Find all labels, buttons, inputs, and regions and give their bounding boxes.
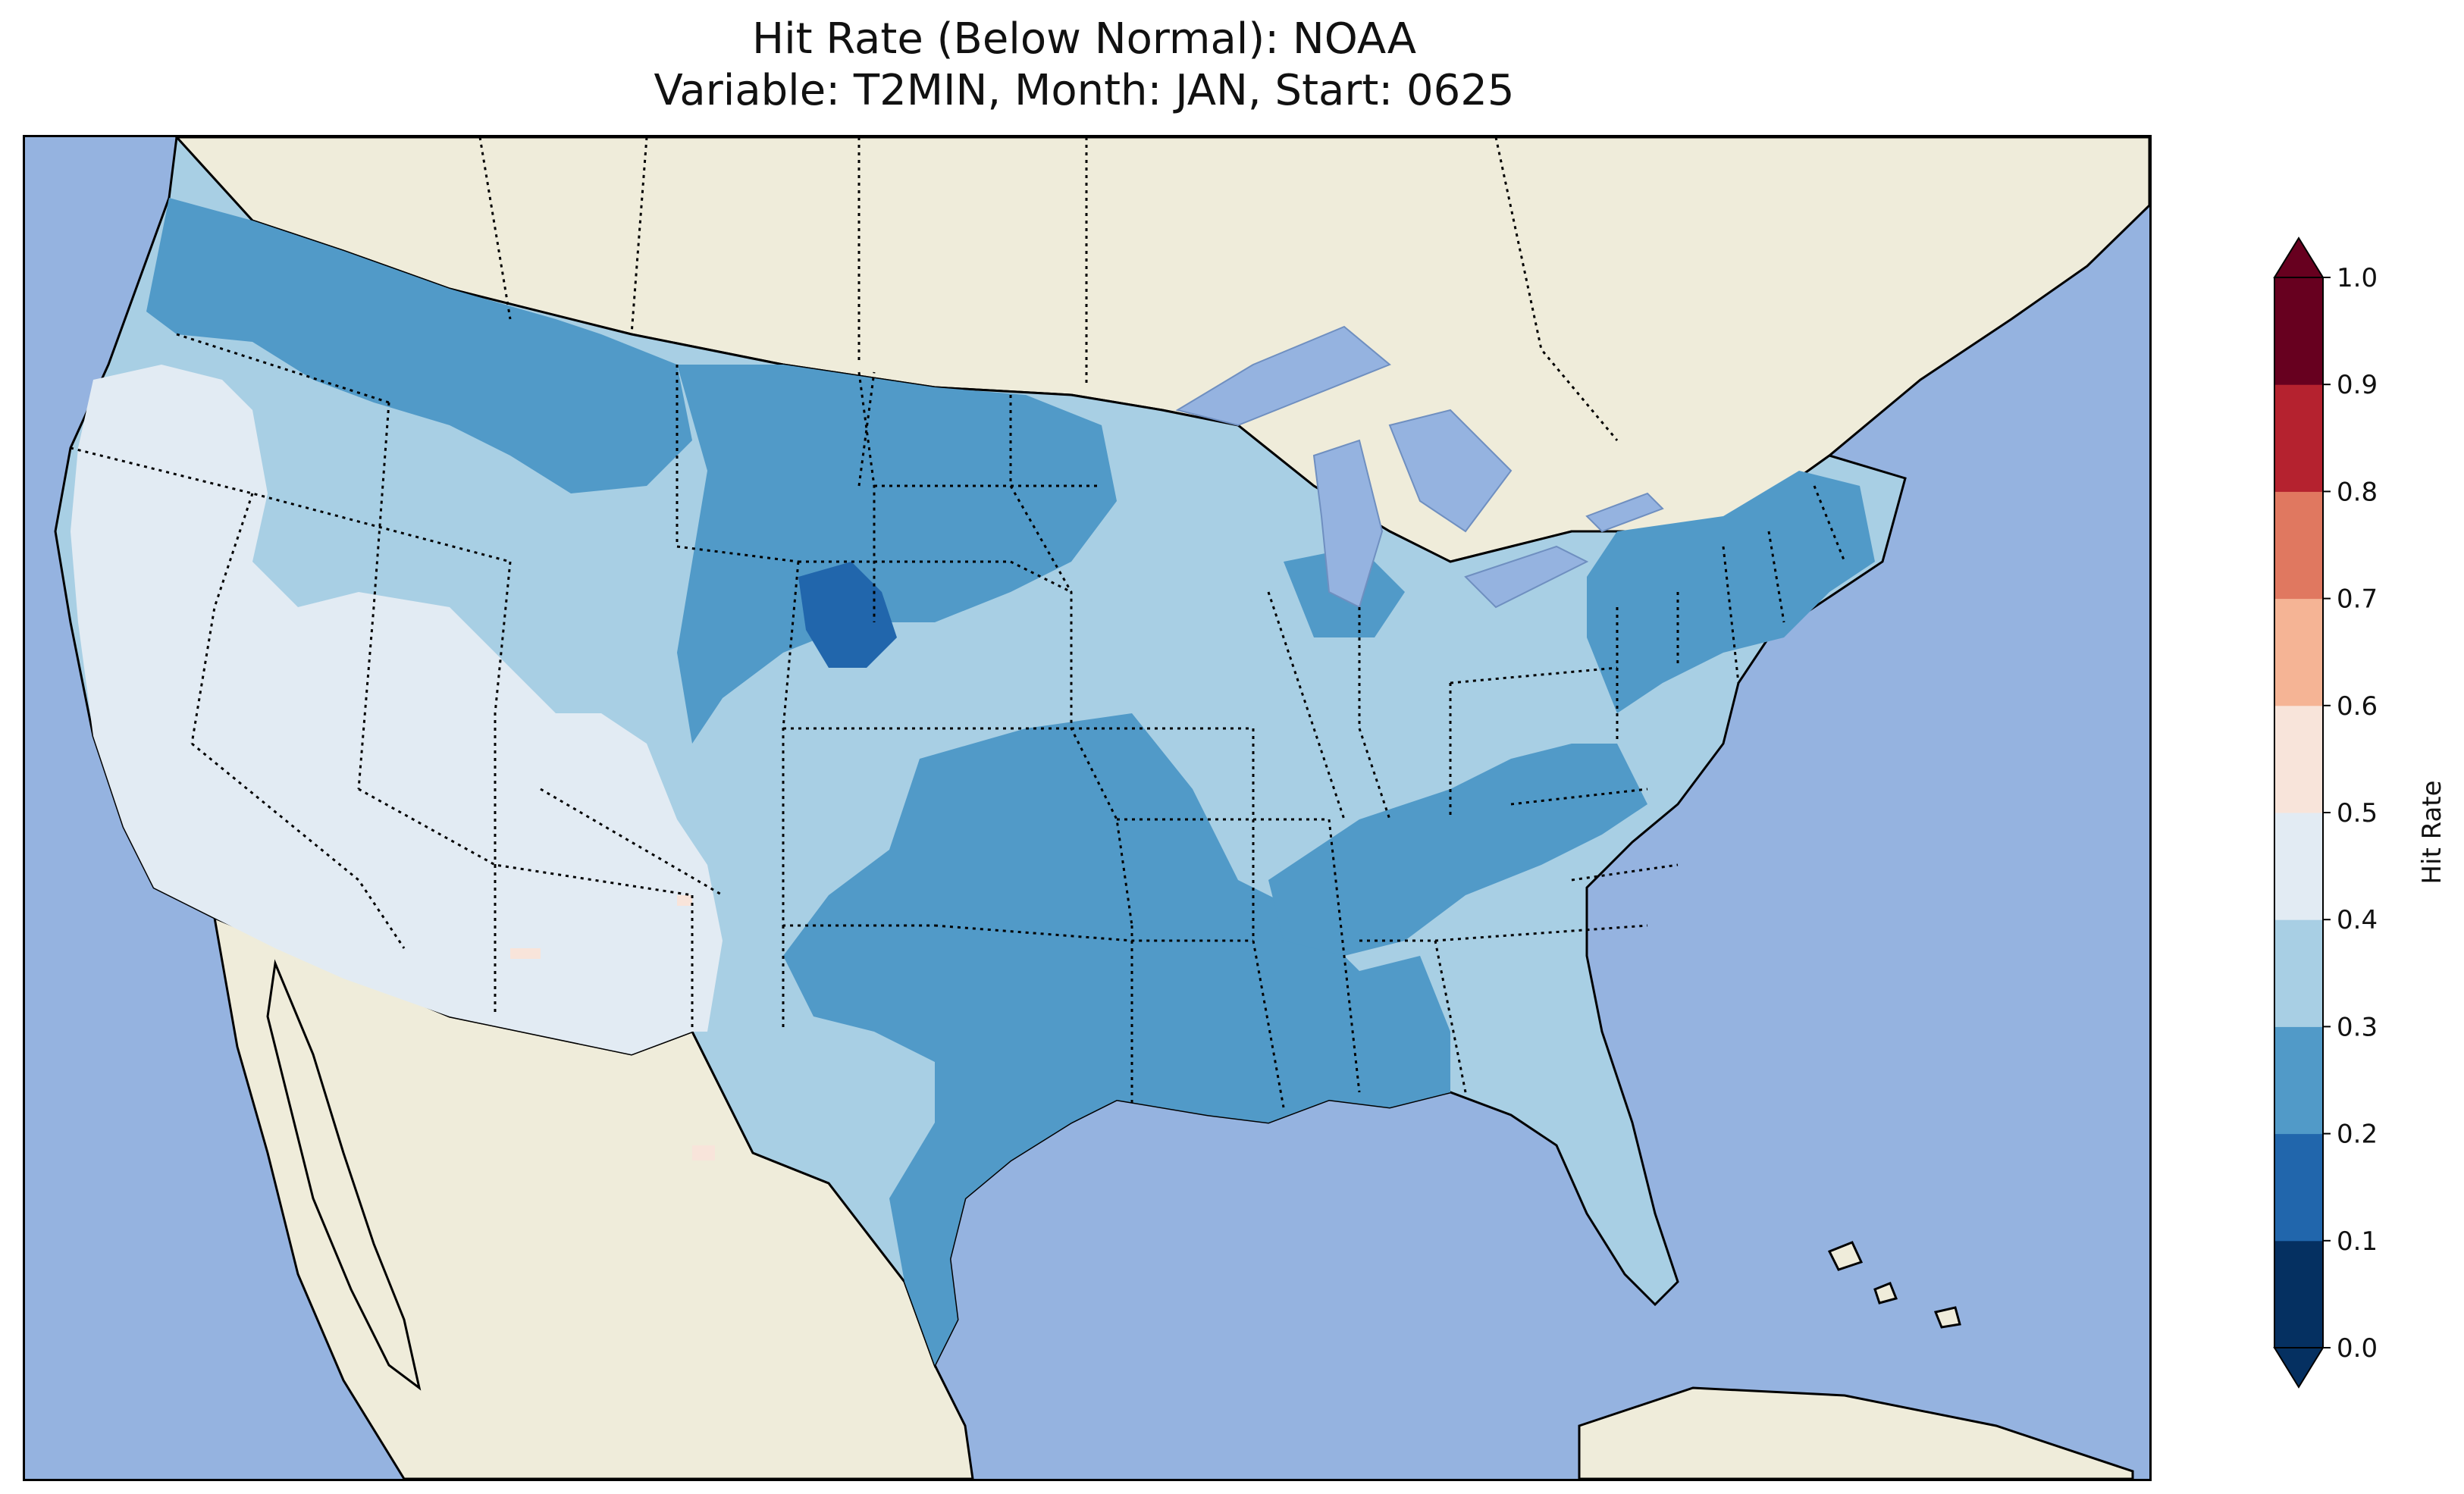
colorbar-tick-label: 0.3 — [2337, 1012, 2378, 1042]
colorbar-under-triangle — [2273, 1347, 2324, 1389]
colorbar-graphic: 0.0 0.1 0.2 0.3 0.4 0.5 0.6 0.7 0.8 0.9 1.0 — [2273, 236, 2378, 1389]
region-west-light — [71, 365, 723, 1054]
colorbar-tick-label: 0.0 — [2337, 1333, 2378, 1364]
colorbar-bin — [2274, 1026, 2323, 1135]
title-line-1: Hit Rate (Below Normal): NOAA — [751, 14, 1417, 64]
colorbar-tick-label: 0.8 — [2337, 477, 2378, 507]
colorbar-tick-label: 0.9 — [2337, 370, 2378, 400]
colorbar-bin — [2274, 919, 2323, 1027]
colorbar-tick-label: 0.1 — [2337, 1226, 2378, 1257]
baja-land — [266, 959, 422, 1391]
region-wyoming-dark — [798, 562, 897, 668]
map-canvas — [54, 137, 2149, 1479]
lake-erie — [1464, 545, 1589, 609]
region-plains-medium — [677, 365, 1117, 744]
colorbar-bin — [2274, 491, 2323, 600]
region-northeast-medium — [1587, 471, 1875, 713]
cuba-land — [1578, 1386, 2134, 1479]
colorbar-bin — [2274, 813, 2323, 920]
region-ohio-valley-medium — [1268, 744, 1647, 956]
state-borders — [70, 137, 1846, 1108]
colorbar-tick-label: 0.7 — [2337, 584, 2378, 615]
colorbar-bin — [2274, 1133, 2323, 1242]
colorbar-bin — [2274, 1240, 2323, 1348]
figure-title: Hit Rate (Below Normal): NOAA Variable: … — [23, 14, 2146, 117]
bahamas-land — [1827, 1241, 1961, 1329]
title-line-2: Variable: T2MIN, Month: JAN, Start: 0625 — [654, 66, 1515, 115]
colorbar-over-triangle — [2273, 236, 2324, 278]
colorbar-tick-label: 0.2 — [2337, 1120, 2378, 1150]
lake-ontario — [1585, 492, 1664, 533]
colorbar-bin — [2274, 277, 2323, 385]
cell-az-pink — [510, 948, 541, 959]
colorbar: 0.0 0.1 0.2 0.3 0.4 0.5 0.6 0.7 0.8 0.9 1.0 — [2267, 236, 2411, 1389]
colorbar-tick-label: 1.0 — [2337, 263, 2378, 293]
cell-nm-pink — [677, 895, 692, 906]
colorbar-bin — [2274, 384, 2323, 492]
lake-huron — [1388, 409, 1513, 533]
colorbar-tick-label: 0.5 — [2337, 798, 2378, 828]
colorbar-label: Hit Rate — [2417, 780, 2447, 885]
colorbar-tick-label: 0.6 — [2337, 691, 2378, 722]
region-northwest-medium — [146, 198, 692, 493]
lake-superior — [1175, 325, 1391, 427]
cell-tx-pink — [692, 1145, 715, 1160]
colorbar-bin — [2274, 705, 2323, 813]
region-south-medium — [783, 713, 1450, 1365]
colorbar-bin — [2274, 598, 2323, 706]
map-panel — [23, 135, 2152, 1481]
colorbar-tick-label: 0.4 — [2337, 905, 2378, 935]
